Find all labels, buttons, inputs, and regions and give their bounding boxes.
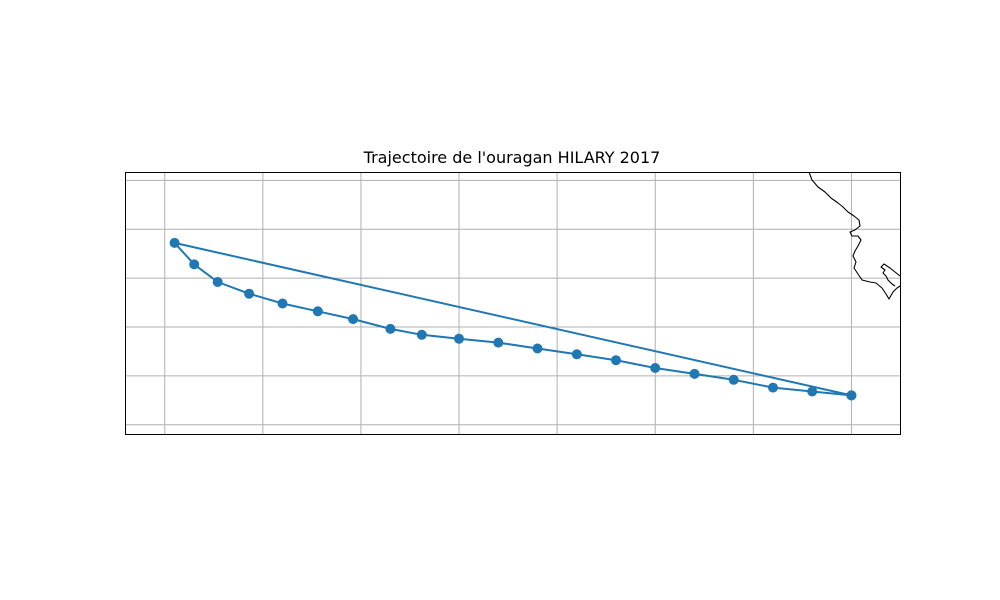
track-point [846, 390, 857, 401]
track-point [169, 237, 180, 248]
chart-title: Trajectoire de l'ouragan HILARY 2017 [363, 148, 661, 167]
track-point [611, 355, 621, 366]
gridlines [125, 172, 901, 435]
map-frame [125, 172, 901, 435]
track-point [454, 333, 464, 344]
track-point [385, 323, 396, 334]
track-point [312, 306, 323, 317]
track-point [189, 259, 200, 270]
hurricane-track [169, 237, 857, 401]
map-axes [125, 171, 901, 435]
track-point [348, 314, 359, 325]
track-point [728, 374, 739, 385]
track-point [650, 363, 661, 373]
track-point [768, 382, 778, 393]
track-point [277, 298, 288, 309]
track-point [807, 386, 818, 397]
coastline [808, 171, 901, 300]
track-point [493, 337, 504, 348]
track-point [689, 368, 700, 379]
track-point [416, 329, 427, 340]
track-point [571, 349, 582, 360]
track-point [212, 277, 223, 287]
track-point [532, 343, 543, 354]
track-point [244, 288, 255, 299]
track-line [173, 241, 852, 397]
